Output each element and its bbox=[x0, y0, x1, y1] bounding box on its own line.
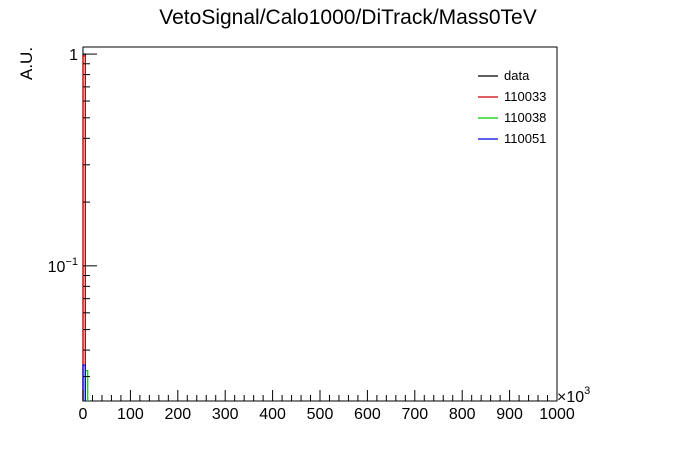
x-tick-label: 700 bbox=[401, 406, 428, 423]
x-tick-label: 0 bbox=[79, 406, 88, 423]
series-line-3 bbox=[82, 364, 86, 401]
y-axis: 1 10−1 bbox=[48, 47, 97, 378]
x-tick-label: 400 bbox=[259, 406, 286, 423]
series-layer bbox=[82, 53, 89, 401]
y-tick-label: 1 bbox=[69, 47, 78, 64]
x-tick-label: 1000 bbox=[539, 406, 575, 423]
legend-label: 110051 bbox=[504, 131, 546, 146]
y-axis-label: A.U. bbox=[17, 47, 36, 80]
x-axis: 0 100 200 300 400 500 600 700 800 900 1000 bbox=[79, 390, 575, 423]
x-tick-label: 900 bbox=[496, 406, 523, 423]
legend-label: 110033 bbox=[504, 89, 546, 104]
legend: data 110033 110038 110051 bbox=[478, 68, 546, 146]
x-tick-label: 600 bbox=[354, 406, 381, 423]
x-tick-label: 100 bbox=[117, 406, 144, 423]
legend-label: 110038 bbox=[504, 110, 546, 125]
chart-title: VetoSignal/Calo1000/DiTrack/Mass0TeV bbox=[159, 6, 536, 29]
x-tick-label: 800 bbox=[449, 406, 476, 423]
x-tick-label: 200 bbox=[164, 406, 191, 423]
y-tick-label: 10−1 bbox=[48, 256, 78, 276]
plot-frame bbox=[82, 46, 558, 402]
series-line-1 bbox=[82, 55, 86, 401]
x-axis-multiplier: ×103 bbox=[557, 385, 590, 406]
x-axis-multiplier-exponent: 3 bbox=[584, 385, 590, 397]
legend-label: data bbox=[504, 68, 530, 83]
x-tick-label: 500 bbox=[307, 406, 334, 423]
x-tick-label: 300 bbox=[212, 406, 239, 423]
